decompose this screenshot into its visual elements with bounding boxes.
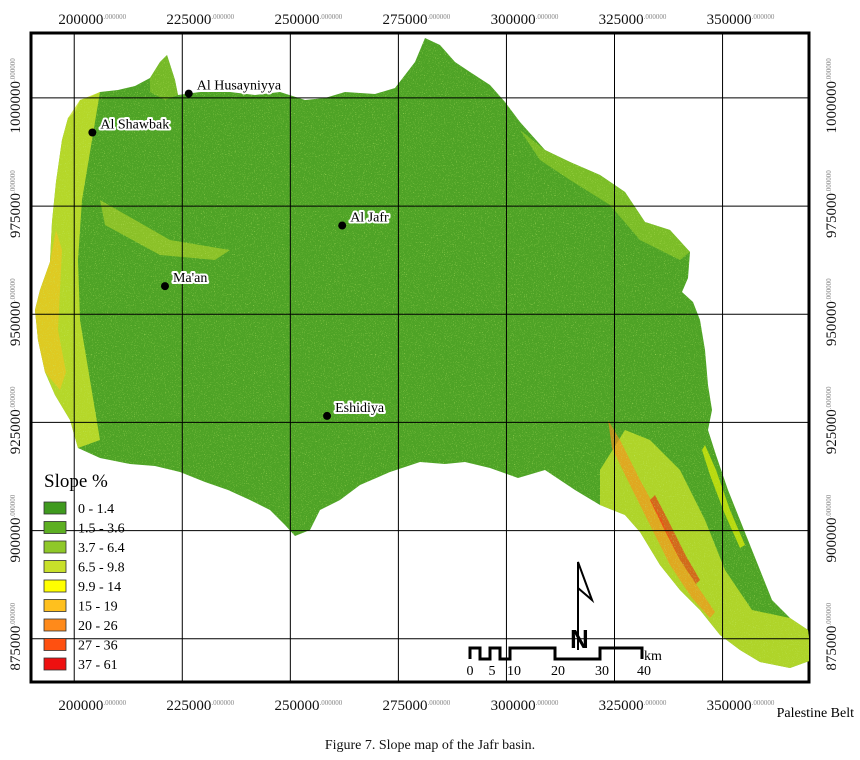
tick-label: 200000.000000 [58,698,126,714]
tick-label: 225000.000000 [166,12,234,28]
place-marker-icon [88,128,97,137]
tick-label: 925000.000000 [824,386,840,454]
tick-label: 875000.000000 [8,602,24,670]
scale-label: 10 [507,664,521,679]
coordinate-grid [31,33,809,682]
legend-swatch [43,579,67,593]
tick-label: 325000.000000 [599,698,667,714]
y-tick-labels-right: 1000000.000000 975000.000000 950000.000000… [824,58,840,671]
scale-bar: 0 5 10 20 30 40 km [467,646,662,679]
legend-swatch [43,618,67,632]
legend-title: Slope % [44,471,108,492]
y-tick-labels-left: 1000000.000000 975000.000000 950000.000000… [8,58,24,671]
tick-label: 900000.000000 [824,494,840,562]
tick-label: 900000.000000 [8,494,24,562]
place-label: Eshidiya [335,401,385,416]
tick-label: 300000.000000 [491,698,559,714]
scale-label: 20 [551,664,565,679]
tick-label: 275000.000000 [383,698,451,714]
scale-label: 30 [595,664,609,679]
legend-swatch [43,657,67,671]
tick-label: 275000.000000 [383,12,451,28]
place-marker-icon [160,282,169,291]
legend-label: 15 - 19 [78,600,118,615]
tick-label: 300000.000000 [491,12,559,28]
tick-label: 1000000.000000 [8,58,24,134]
tick-label: 875000.000000 [824,602,840,670]
scale-unit: km [644,649,662,664]
legend-label: 9.9 - 14 [78,580,121,595]
place-marker-icon [338,221,347,230]
scale-label: 40 [637,664,651,679]
tick-label: 975000.000000 [8,170,24,238]
tick-label: 225000.000000 [166,698,234,714]
tick-label: 975000.000000 [824,170,840,238]
north-label: N [570,624,589,654]
legend-swatch [43,638,67,651]
legend-label: 27 - 36 [78,639,118,654]
place-label: Ma'an [173,271,207,286]
legend-swatch [43,521,67,534]
tick-label: 925000.000000 [8,386,24,454]
tick-label: 350000.000000 [707,698,775,714]
place-label: Al Husayniyya [197,79,282,94]
legend-swatch [43,501,67,515]
place-markers: Al Husayniyya Al Shawbak Al Jafr Ma'an Eshid… [88,77,391,420]
scale-label: 0 [467,664,474,679]
legend-label: 6.5 - 9.8 [78,561,125,576]
tick-label: 250000.000000 [274,12,342,28]
x-tick-labels-bottom: 200000.000000 225000.000000 250000.000000 2… [58,698,775,714]
legend-label: 20 - 26 [78,619,118,634]
tick-label: 200000.000000 [58,12,126,28]
north-arrow-icon: N [570,561,595,654]
legend-swatch [43,599,67,612]
legend-label: 37 - 61 [78,658,118,673]
legend-swatch [43,560,67,573]
tick-label: 325000.000000 [599,12,667,28]
legend-label: 0 - 1.4 [78,502,114,517]
legend-swatch [43,540,67,554]
place-marker-icon [184,89,193,98]
legend: Slope % 0 - 1.4 1.5 - 3.6 3.7 - 6.4 6.5 - 9… [43,471,125,673]
legend-label: 1.5 - 3.6 [78,522,125,537]
scale-label: 5 [489,664,496,679]
place-label: Al Jafr [350,211,389,226]
tick-label: 950000.000000 [824,278,840,346]
corner-text: Palestine Belt [776,706,854,721]
x-tick-labels-top: 200000.000000 225000.000000 250000.000000 2… [58,12,775,28]
place-label: Al Shawbak [100,118,169,133]
tick-label: 1000000.000000 [824,58,840,134]
legend-label: 3.7 - 6.4 [78,541,125,556]
place-marker-icon [323,411,332,420]
tick-label: 950000.000000 [8,278,24,346]
tick-label: 250000.000000 [274,698,342,714]
tick-label: 350000.000000 [707,12,775,28]
figure-caption: Figure 7. Slope map of the Jafr basin. [324,738,536,753]
